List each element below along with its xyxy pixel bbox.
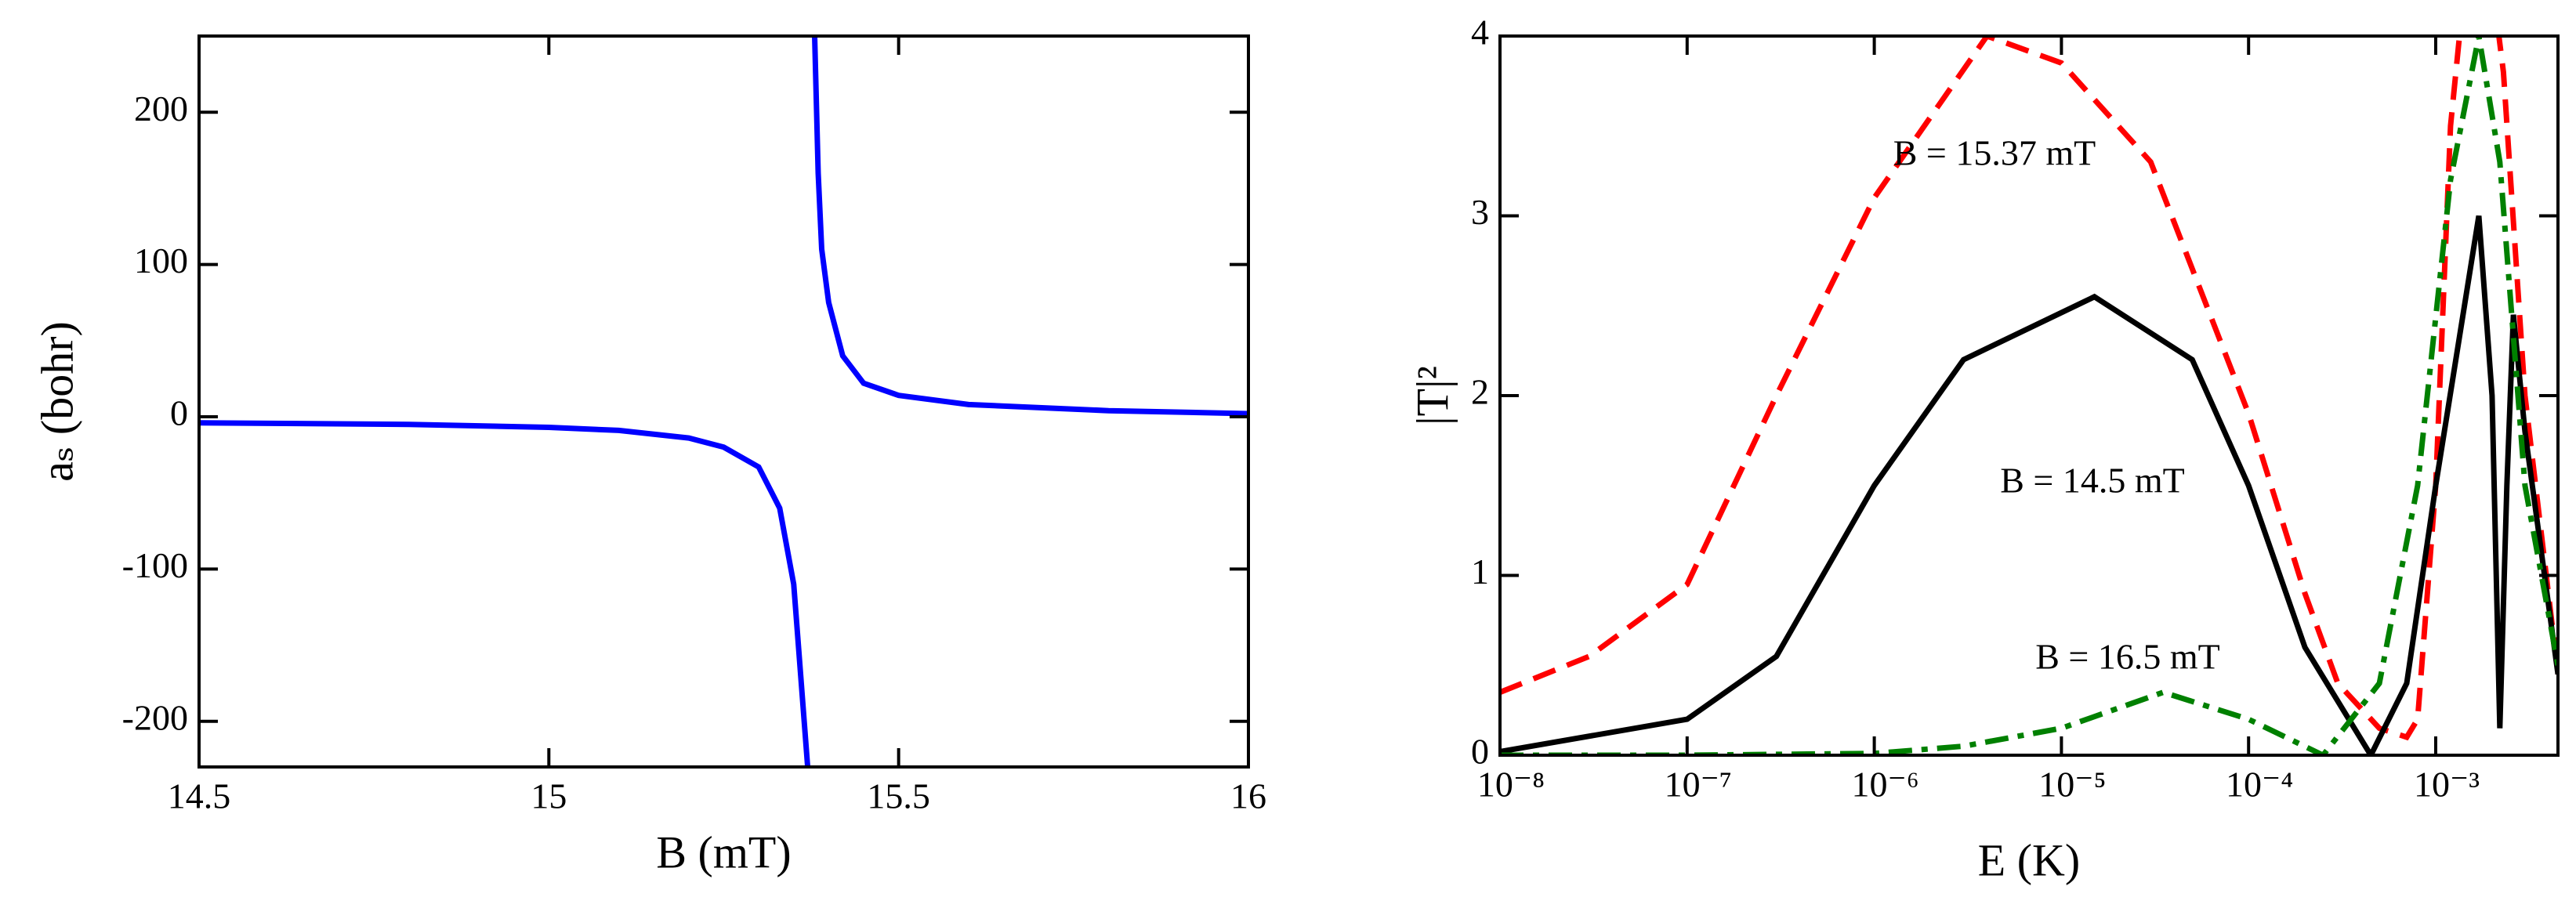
y-tick-label: 1 [1471,552,1489,591]
y-tick-label: 3 [1471,192,1489,232]
x-tick-label: 10⁻³ [2414,765,2480,805]
series-annotation: B = 14.5 mT [2000,461,2185,501]
y-axis-label: aₛ (bohr) [31,321,82,482]
x-axis-label: B (mT) [656,826,791,877]
x-tick-label: 10⁻⁵ [2038,765,2106,805]
series-line [199,36,1248,767]
y-tick-label: 0 [170,393,188,433]
series-line [1500,36,2558,741]
x-tick-label: 16 [1230,776,1266,816]
y-tick-label: 100 [134,241,188,280]
x-tick-label: 10⁻⁷ [1665,765,1732,805]
series-annotation: B = 16.5 mT [2035,637,2220,677]
x-tick-label: 15 [531,776,567,816]
y-axis-label: |T|² [1407,366,1458,425]
series-line [1500,36,2558,755]
x-tick-label: 15.5 [867,776,930,816]
y-tick-label: -200 [122,697,188,737]
y-tick-label: 2 [1471,372,1489,412]
x-tick-label: 10⁻⁶ [1851,765,1918,805]
series-line [1500,215,2558,755]
x-tick-label: 14.5 [168,776,231,816]
y-tick-label: 0 [1471,732,1489,772]
y-tick-label: 200 [134,89,188,128]
y-tick-label: -100 [122,545,188,585]
series-annotation: B = 15.37 mT [1893,133,2096,173]
x-tick-label: 10⁻⁴ [2226,765,2293,805]
x-tick-label: 10⁻⁸ [1477,765,1545,805]
x-axis-label: E (K) [1978,834,2080,885]
y-tick-label: 4 [1471,13,1489,52]
plot-frame [197,34,1250,769]
